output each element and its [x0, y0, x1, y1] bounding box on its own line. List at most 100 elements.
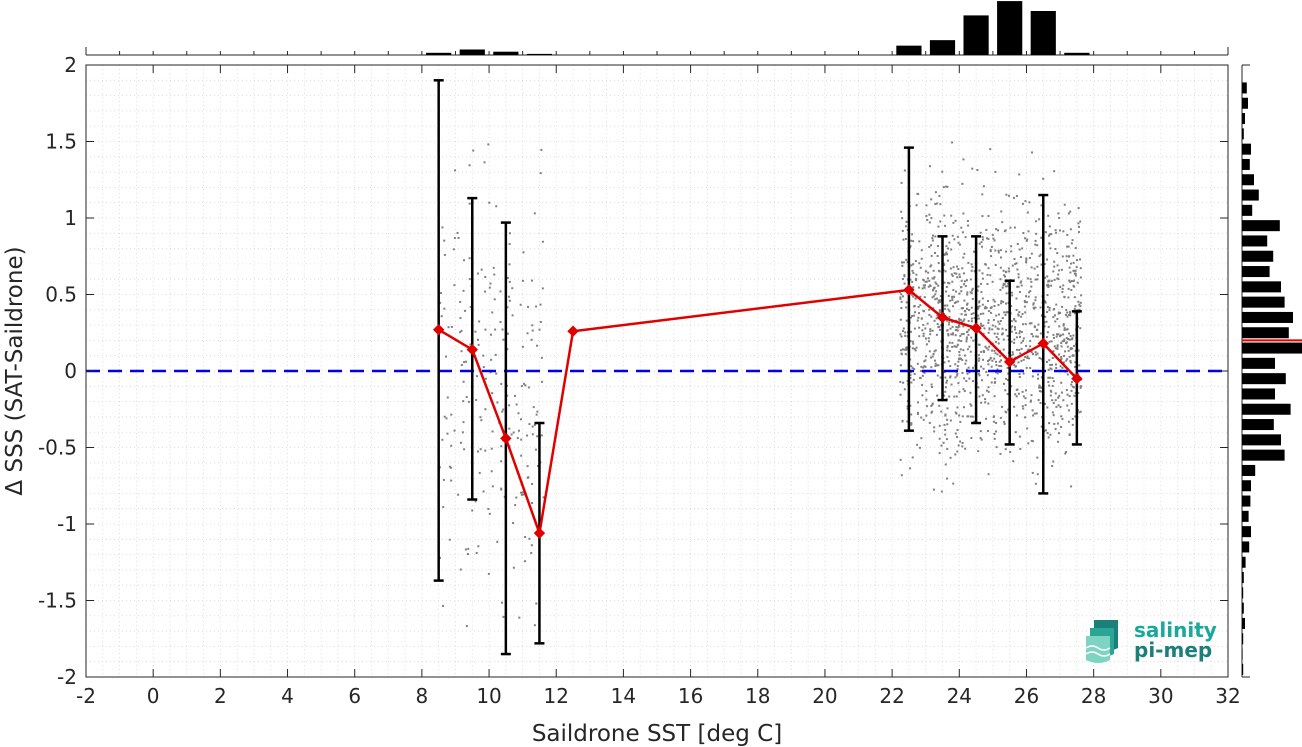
scatter-point [1024, 200, 1027, 203]
scatter-point [1023, 237, 1026, 240]
scatter-point [967, 366, 970, 369]
scatter-point [1066, 311, 1069, 314]
scatter-point [1021, 405, 1024, 408]
scatter-point [1054, 229, 1057, 232]
scatter-point [1068, 310, 1071, 313]
scatter-point [1022, 337, 1025, 340]
scatter-point [929, 328, 932, 331]
scatter-point [985, 228, 988, 231]
scatter-point [936, 254, 939, 257]
scatter-point [1077, 349, 1080, 352]
scatter-point [1006, 366, 1009, 369]
scatter-point [1025, 261, 1028, 264]
scatter-point [930, 315, 933, 318]
scatter-point [963, 309, 966, 312]
scatter-point [530, 544, 533, 547]
scatter-point [1079, 267, 1082, 270]
scatter-point [1032, 303, 1035, 306]
scatter-point [993, 415, 996, 418]
scatter-point [910, 293, 913, 296]
scatter-point [508, 280, 511, 283]
scatter-point [987, 319, 990, 322]
scatter-point [1002, 282, 1005, 285]
scatter-point [1048, 225, 1051, 228]
scatter-point [903, 348, 906, 351]
scatter-point [909, 340, 912, 343]
scatter-point [1046, 432, 1049, 435]
scatter-point [1068, 266, 1071, 269]
scatter-point [970, 336, 973, 339]
scatter-point [465, 396, 468, 399]
scatter-point [501, 410, 504, 413]
scatter-point [1079, 410, 1082, 413]
scatter-point [524, 536, 527, 539]
scatter-point [933, 251, 936, 254]
scatter-point [447, 326, 450, 329]
scatter-point [965, 380, 968, 383]
scatter-point [1014, 393, 1017, 396]
top-histogram-bar [997, 1, 1023, 56]
scatter-point [904, 334, 907, 337]
scatter-point [931, 329, 934, 332]
scatter-point [994, 352, 997, 355]
scatter-point [526, 332, 529, 335]
scatter-point [1055, 231, 1058, 234]
scatter-point [1052, 316, 1055, 319]
scatter-point [996, 229, 999, 232]
scatter-point [899, 318, 902, 321]
scatter-point [478, 320, 481, 323]
scatter-point [1056, 344, 1059, 347]
scatter-point [962, 388, 965, 391]
scatter-point [923, 284, 926, 287]
scatter-point [1054, 347, 1057, 350]
scatter-point [965, 336, 968, 339]
scatter-point [476, 450, 479, 453]
scatter-point [995, 228, 998, 231]
scatter-point [1063, 339, 1066, 342]
scatter-point [1038, 386, 1041, 389]
scatter-point [931, 234, 934, 237]
scatter-point [1011, 294, 1014, 297]
scatter-point [484, 377, 487, 380]
scatter-point [933, 430, 936, 433]
scatter-point [500, 487, 503, 490]
scatter-point [986, 273, 989, 276]
scatter-point [1065, 328, 1068, 331]
top-histogram-bar [493, 51, 519, 55]
scatter-point [468, 278, 471, 281]
scatter-point [947, 333, 950, 336]
scatter-point [541, 380, 544, 383]
scatter-point [520, 418, 523, 421]
scatter-point [986, 374, 989, 377]
scatter-point [991, 328, 994, 331]
scatter-point [1031, 471, 1034, 474]
scatter-point [1058, 269, 1061, 272]
scatter-point [439, 292, 442, 295]
right-histogram-bar [1242, 449, 1285, 461]
scatter-point [956, 300, 959, 303]
scatter-point [987, 267, 990, 270]
scatter-point [1070, 262, 1073, 265]
scatter-point [512, 522, 515, 525]
scatter-point [938, 311, 941, 314]
scatter-point [535, 305, 538, 308]
scatter-point [920, 257, 923, 260]
scatter-point [969, 391, 972, 394]
scatter-point [1025, 239, 1028, 242]
scatter-point [954, 363, 957, 366]
scatter-point [493, 273, 496, 276]
scatter-point [910, 264, 913, 267]
scatter-point [1064, 452, 1067, 455]
scatter-point [938, 404, 941, 407]
scatter-point [482, 366, 485, 369]
scatter-point [449, 466, 452, 469]
salinity-pi-mep-logo: salinity pi-mep [1084, 618, 1217, 666]
scatter-point [967, 224, 970, 227]
scatter-point [996, 372, 999, 375]
scatter-point [1065, 359, 1068, 362]
scatter-point [934, 203, 937, 206]
scatter-point [520, 385, 523, 388]
scatter-point [919, 266, 922, 269]
scatter-point [1077, 231, 1080, 234]
scatter-point [981, 193, 984, 196]
